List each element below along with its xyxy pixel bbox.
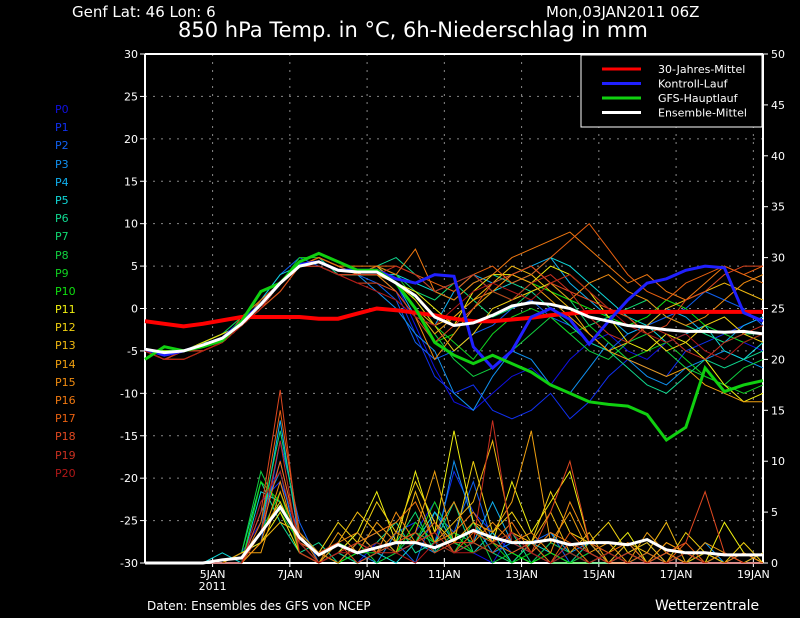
member-label-p20: P20 — [55, 466, 76, 480]
y-right-tick-label: 45 — [771, 99, 785, 112]
member-label-p8: P8 — [55, 248, 69, 262]
member-label-p16: P16 — [55, 394, 76, 407]
member-label-p0: P0 — [55, 103, 69, 116]
precip-line-p3 — [145, 459, 764, 564]
brand-label: Wetterzentrale — [655, 598, 760, 614]
member-label-p17: P17 — [55, 412, 76, 426]
data-source-label: Daten: Ensembles des GFS von NCEP — [147, 599, 371, 613]
gfs-main-run-line — [144, 251, 764, 443]
y-right-tick-label: 50 — [771, 48, 785, 61]
member-label-p15: P15 — [55, 375, 76, 389]
temp-line-p20 — [144, 265, 764, 360]
ensemble-mean-line — [144, 260, 764, 355]
y-left-tick-label: -10 — [120, 387, 138, 400]
precip-line-p12 — [145, 461, 764, 564]
legend-label: 30-Jahres-Mittel — [658, 63, 745, 76]
y-left-tick-label: -30 — [120, 557, 138, 570]
member-label-p14: P14 — [55, 357, 76, 371]
y-right-tick-label: 20 — [771, 353, 785, 366]
y-left-tick-label: 20 — [124, 133, 138, 146]
temp-line-p3 — [145, 265, 764, 412]
temp-line-p17 — [144, 222, 764, 360]
y-left-tick-label: 30 — [124, 48, 138, 61]
member-label-p19: P19 — [55, 448, 76, 462]
y-left-tick-label: 25 — [124, 90, 138, 103]
member-label-p10: P10 — [55, 284, 76, 298]
y-left-tick-label: 15 — [124, 175, 138, 188]
member-label-p9: P9 — [55, 266, 69, 280]
precip-line-p16 — [145, 461, 763, 564]
y-right-tick-label: 10 — [771, 455, 785, 468]
y-left-tick-label: 0 — [131, 303, 138, 316]
y-right-tick-label: 35 — [771, 201, 785, 214]
precip-line-p0 — [145, 459, 763, 564]
x-tick-label: 17JAN — [660, 568, 693, 581]
precip-line-p18 — [145, 389, 763, 564]
x-tick-label: 13JAN — [505, 568, 538, 581]
y-right-tick-label: 25 — [771, 303, 785, 316]
y-right-tick-label: 5 — [771, 506, 778, 519]
x-tick-label: 11JAN — [428, 568, 461, 581]
y-right-tick-label: 40 — [771, 150, 785, 163]
member-list: P0 P1 P2 P3 P4 P5 P6 P7 P8 P9 P10 P11 P12 P13 P14 P15 P1… — [55, 101, 76, 483]
y-left-tick-label: 10 — [124, 218, 138, 231]
x-tick-sublabel: 2011 — [199, 580, 227, 593]
x-tick-label: 5JAN — [200, 568, 226, 581]
temp-line-p0 — [145, 265, 764, 411]
x-tick-label: 9JAN — [354, 568, 380, 581]
run-date-label: Mon,03JAN2011 06Z — [546, 3, 700, 21]
member-label-p6: P6 — [55, 212, 69, 226]
member-label-p2: P2 — [55, 139, 69, 153]
member-label-p12: P12 — [55, 321, 76, 335]
location-label: Genf Lat: 46 Lon: 6 — [72, 3, 216, 21]
chart-title: 850 hPa Temp. in °C, 6h-Niederschlag in … — [178, 18, 648, 42]
y-left-tick-label: -15 — [120, 430, 138, 443]
mean-precip-line — [145, 504, 763, 565]
member-label-p5: P5 — [55, 193, 69, 207]
precip-line-p20 — [145, 470, 763, 564]
legend-label: Ensemble-Mittel — [658, 107, 747, 120]
legend-label: GFS-Hauptlauf — [658, 92, 739, 105]
member-label-p3: P3 — [55, 157, 69, 171]
x-tick-label: 19JAN — [737, 568, 770, 581]
precip-line-p15 — [145, 479, 764, 564]
legend-box — [580, 54, 763, 128]
x-tick-label: 15JAN — [582, 568, 615, 581]
member-label-p7: P7 — [55, 230, 69, 244]
y-right-tick-label: 15 — [771, 404, 785, 417]
member-label-p4: P4 — [55, 175, 69, 189]
member-label-p11: P11 — [55, 303, 76, 317]
y-right-tick-label: 0 — [771, 557, 778, 570]
member-label-p18: P18 — [55, 430, 76, 444]
legend-label: Kontroll-Lauf — [658, 78, 729, 91]
member-label-p1: P1 — [55, 121, 69, 135]
y-left-tick-label: 5 — [131, 260, 138, 273]
y-left-tick-label: -20 — [120, 472, 138, 485]
y-left-tick-label: -5 — [127, 345, 138, 358]
member-label-p13: P13 — [55, 339, 76, 353]
x-tick-label: 7JAN — [277, 568, 303, 581]
y-right-tick-label: 30 — [771, 252, 785, 265]
y-left-tick-label: -25 — [120, 515, 138, 528]
